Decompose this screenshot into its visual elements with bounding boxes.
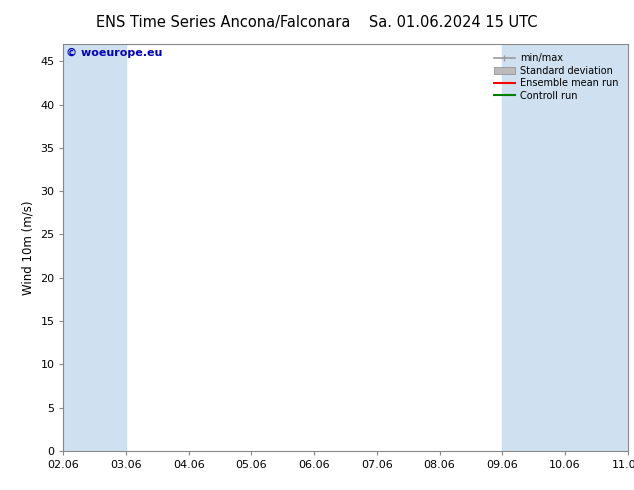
- Bar: [63, 44, 126, 451]
- Bar: [502, 44, 628, 451]
- Text: ENS Time Series Ancona/Falconara    Sa. 01.06.2024 15 UTC: ENS Time Series Ancona/Falconara Sa. 01.…: [96, 15, 538, 30]
- Legend: min/max, Standard deviation, Ensemble mean run, Controll run: min/max, Standard deviation, Ensemble me…: [489, 49, 622, 104]
- Y-axis label: Wind 10m (m/s): Wind 10m (m/s): [22, 200, 35, 294]
- Text: © woeurope.eu: © woeurope.eu: [66, 48, 162, 58]
